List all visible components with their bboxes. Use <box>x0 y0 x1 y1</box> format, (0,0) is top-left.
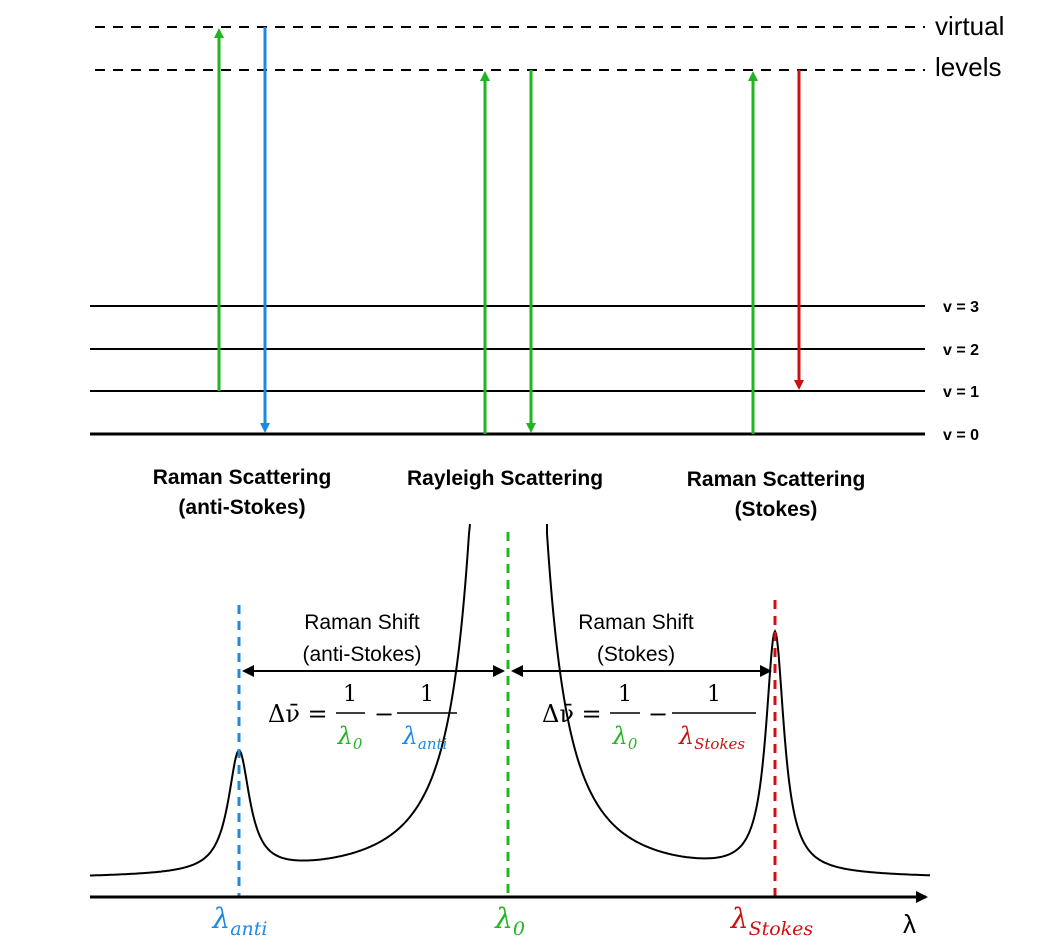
shift-stokes-title2: (Stokes) <box>597 643 675 666</box>
virtual-label-line2: levels <box>935 52 1001 82</box>
virtual-label-line1: virtual <box>935 11 1004 41</box>
eq-stokes-den2-sub: Stokes <box>694 735 745 753</box>
equation-stokes: Δν̄ = 1 λ0 − 1 λStokes <box>542 682 756 753</box>
spectrum-curve <box>90 523 930 877</box>
caption-rayleigh: Rayleigh Scattering <box>407 467 603 490</box>
shift-anti-title1: Raman Shift <box>304 611 420 634</box>
eq-stokes-lhs: Δν̄ = <box>542 700 602 728</box>
caption-stokes-line1: Raman Scattering <box>687 468 866 491</box>
caption-anti-line1: Raman Scattering <box>153 466 332 489</box>
tick-stokes-sub: Stokes <box>749 918 814 940</box>
eq-anti-den1-sub: 0 <box>353 735 363 753</box>
caption-anti-line2: (anti-Stokes) <box>178 496 305 519</box>
equation-anti: Δν̄ = 1 λ0 − 1 λanti <box>268 682 457 753</box>
eq-stokes-minus: − <box>648 700 668 728</box>
eq-stokes-den1: λ0 <box>612 722 638 753</box>
tick-zero-sub: 0 <box>513 918 525 940</box>
level-label-v1: v = 1 <box>943 384 979 401</box>
x-axis-label: λ <box>903 909 916 939</box>
eq-anti-lhs: Δν̄ = <box>268 700 328 728</box>
level-label-v3: v = 3 <box>943 299 979 316</box>
eq-anti-den2-sym: λ <box>402 722 418 750</box>
shift-anti-title2: (anti-Stokes) <box>302 643 421 666</box>
eq-anti-den2-sub: anti <box>418 735 448 753</box>
tick-zero-sym: λ <box>494 902 513 935</box>
eq-anti-minus: − <box>374 700 394 728</box>
eq-stokes-den1-sub: 0 <box>628 735 638 753</box>
tick-label-zero: λ0 <box>494 902 525 940</box>
eq-anti-num2: 1 <box>420 682 434 707</box>
level-label-v2: v = 2 <box>943 342 979 359</box>
eq-anti-den1: λ0 <box>337 722 363 753</box>
eq-anti-den2: λanti <box>402 722 448 753</box>
eq-stokes-den1-sym: λ <box>612 722 628 750</box>
tick-anti-sub: anti <box>230 918 267 940</box>
tick-label-stokes: λStokes <box>730 902 814 940</box>
tick-stokes-sym: λ <box>730 902 749 935</box>
tick-label-anti: λanti <box>211 902 267 940</box>
eq-stokes-num1: 1 <box>618 682 632 707</box>
caption-stokes-line2: (Stokes) <box>735 498 818 521</box>
eq-stokes-num2: 1 <box>707 682 721 707</box>
eq-stokes-den2: λStokes <box>678 722 746 753</box>
tick-anti-sym: λ <box>211 902 230 935</box>
shift-stokes-title1: Raman Shift <box>578 611 694 634</box>
eq-anti-num1: 1 <box>343 682 357 707</box>
eq-stokes-den2-sym: λ <box>678 722 694 750</box>
eq-anti-den1-sym: λ <box>337 722 353 750</box>
level-label-v0: v = 0 <box>943 427 979 444</box>
